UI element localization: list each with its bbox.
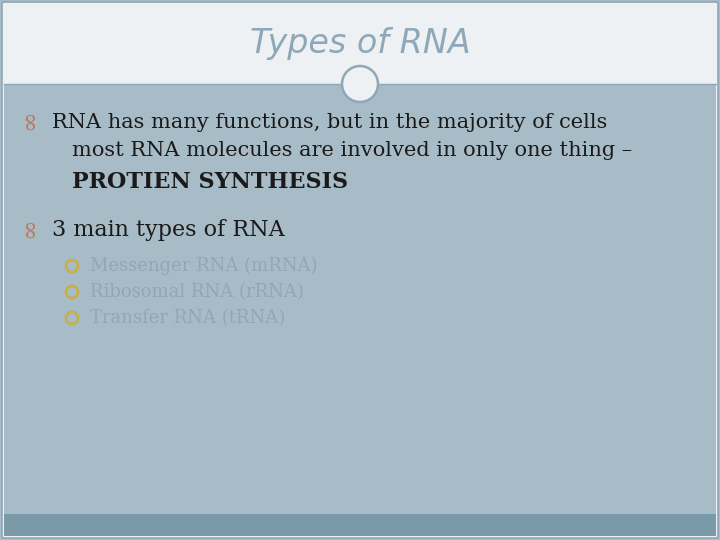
Text: ∞: ∞ <box>19 218 42 239</box>
Text: ∞: ∞ <box>19 110 42 131</box>
Text: Transfer RNA (tRNA): Transfer RNA (tRNA) <box>90 309 285 327</box>
Text: 3 main types of RNA: 3 main types of RNA <box>52 219 284 241</box>
Text: Ribosomal RNA (rRNA): Ribosomal RNA (rRNA) <box>90 283 304 301</box>
Text: Messenger RNA (mRNA): Messenger RNA (mRNA) <box>90 257 318 275</box>
Bar <box>4 514 716 536</box>
Circle shape <box>342 66 378 102</box>
Bar <box>4 84 716 536</box>
Text: most RNA molecules are involved in only one thing –: most RNA molecules are involved in only … <box>72 140 632 159</box>
Text: PROTIEN SYNTHESIS: PROTIEN SYNTHESIS <box>72 171 348 193</box>
Text: Types of RNA: Types of RNA <box>250 28 470 60</box>
Bar <box>4 4 716 84</box>
Text: RNA has many functions, but in the majority of cells: RNA has many functions, but in the major… <box>52 112 608 132</box>
